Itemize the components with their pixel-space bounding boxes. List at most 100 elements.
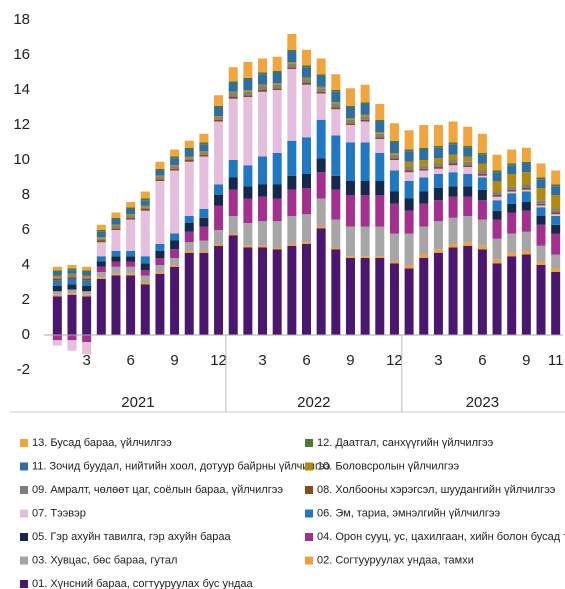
bar-segment [184,252,194,335]
bar-segment [126,207,136,209]
bar-segment [111,256,121,262]
bar-segment [375,132,385,134]
bar-segment [448,154,458,160]
bar-segment [140,270,150,276]
bar-segment [199,251,209,253]
bar-segment [360,195,370,227]
bar-segment [52,266,62,271]
bar-segment [375,104,385,120]
bar-segment [536,188,546,201]
bar-segment [302,188,311,215]
bar-segment [433,188,443,201]
bar-segment [433,158,443,164]
bar-segment [228,233,238,236]
bar-segment [258,86,268,90]
bar-segment [199,240,209,251]
bar-segment [287,34,297,50]
bar-segment [375,226,385,257]
bar-segment [536,205,546,208]
bar-segment [184,161,194,216]
bar-segment [448,165,458,173]
bar-segment [140,282,150,285]
bar-segment [258,247,268,335]
bar-segment [126,217,136,220]
bar-segment [272,90,282,153]
legend-swatch [305,509,313,518]
bar-segment [287,51,297,62]
bar-segment [375,121,385,132]
bar-segment [184,147,194,150]
bar-segment [140,275,150,283]
legend-swatch [20,556,28,565]
bar-segment [507,203,517,213]
bar-segment [82,294,92,297]
bar-segment [507,186,517,190]
legend-label: 11. Зочид буудал, нийтийн хоол, дотуур б… [32,460,331,472]
bar-segment [360,142,370,181]
bar-segment [258,58,268,73]
bar-segment [258,91,268,157]
bar-segment [302,49,311,66]
bar-segment [331,74,341,90]
bar-segment [140,256,150,264]
legend-swatch [20,462,28,471]
bar-segment [477,219,487,246]
bar-segment [448,196,458,218]
bar-segment [96,224,106,230]
legend-label: 04. Орон сууц, ус, цахилгаан, хийн болон… [317,531,565,543]
bar-segment [477,170,487,174]
bar-segment [140,200,150,206]
bar-segment [258,84,268,87]
bar-segment [492,238,502,260]
bar-segment [492,172,502,181]
bar-segment [316,88,326,92]
bar-segment [140,205,150,208]
bar-segment [419,168,429,171]
bar-segment [96,256,106,262]
bar-segment [287,62,297,64]
bar-segment [258,72,268,75]
bar-segment [551,272,561,335]
bar-segment [155,265,165,272]
bar-segment [272,198,282,222]
bar-segment [67,284,77,290]
legend-swatch [20,580,28,588]
bar-segment [96,272,106,278]
bar-segment [507,252,517,257]
bar-segment [272,184,282,199]
y-tick-label: 10 [13,151,30,168]
x-tick-label: 6 [126,352,134,369]
bar-segment [199,153,209,155]
bar-segment [360,104,370,115]
bar-segment [492,200,502,211]
bar-segment [331,102,341,104]
legend-swatch [305,439,313,447]
bar-segment [184,156,194,159]
bar-segment [389,191,399,204]
bar-segment [184,223,194,232]
bar-segment [492,154,502,171]
bar-segment [316,58,326,75]
bar-segment [258,156,268,185]
legend-label: 13. Бусад бараа, үйлчилгээ [32,437,172,449]
bar-segment [477,175,487,178]
year-label: 2023 [466,394,499,411]
bar-segment [243,90,253,92]
bar-segment [419,149,429,160]
bar-segment [243,247,253,335]
bar-segment [126,209,136,215]
bar-segment [272,83,282,85]
bar-segment [360,258,370,335]
bar-segment [419,165,429,169]
bar-segment [477,154,487,164]
bar-segment [199,133,209,143]
bar-segment [463,216,473,243]
bar-segment [52,275,62,278]
bar-segment [551,170,561,185]
bar-segment [287,69,297,141]
bar-segment [258,90,268,92]
bar-segment [170,266,180,335]
bar-segment [52,277,62,279]
bar-segment [477,189,487,201]
bar-segment [302,79,311,83]
